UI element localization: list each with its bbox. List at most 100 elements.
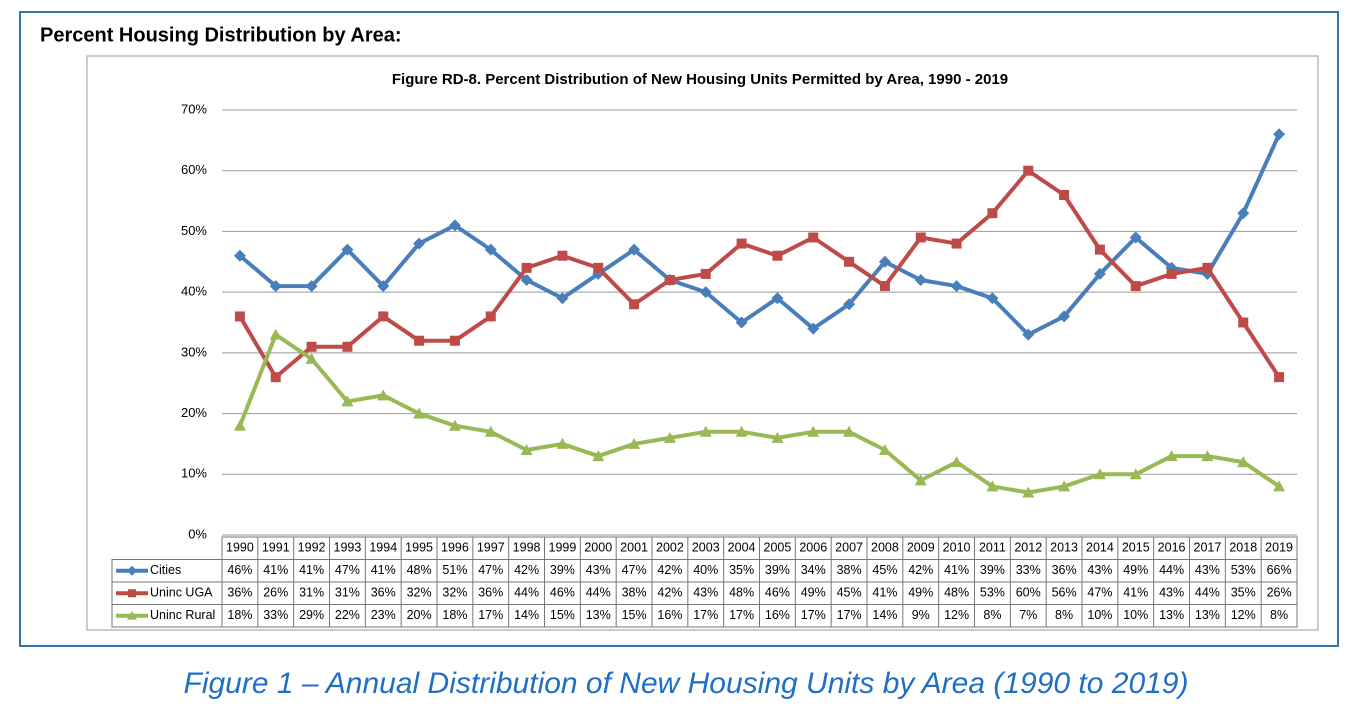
outer-frame [19, 11, 1339, 647]
marker [808, 232, 819, 243]
marker [233, 249, 246, 262]
marker [951, 238, 962, 249]
table-value: 43% [693, 586, 718, 600]
y-tick-label: 20% [181, 405, 207, 420]
marker [736, 238, 747, 249]
table-value: 44% [1159, 563, 1184, 577]
marker [127, 565, 137, 576]
x-tick-label: 2011 [979, 541, 1006, 555]
table-value: 41% [299, 563, 324, 577]
table-value: 8% [983, 608, 1001, 622]
x-tick-label: 2002 [656, 541, 684, 555]
marker [986, 480, 999, 492]
table-value: 16% [765, 608, 790, 622]
table-value: 13% [586, 608, 611, 622]
marker [699, 286, 712, 299]
table-value: 17% [837, 608, 862, 622]
marker [306, 341, 317, 352]
marker [557, 250, 568, 261]
x-tick-label: 1994 [369, 541, 397, 555]
marker [1094, 244, 1105, 255]
table-value: 41% [944, 563, 969, 577]
table-value: 38% [837, 563, 862, 577]
marker [1129, 468, 1142, 480]
table-value: 39% [980, 563, 1005, 577]
table-value: 35% [729, 563, 754, 577]
x-tick-label: 2003 [692, 541, 720, 555]
x-tick-label: 1999 [549, 541, 577, 555]
table-value: 60% [1016, 586, 1041, 600]
marker [735, 425, 748, 437]
marker [1130, 281, 1141, 292]
x-tick-label: 1995 [405, 541, 433, 555]
x-tick-label: 2005 [764, 541, 792, 555]
table-value: 15% [622, 608, 647, 622]
marker [270, 372, 281, 383]
marker [986, 292, 999, 305]
table-value: 49% [1123, 563, 1148, 577]
table-value: 35% [1231, 586, 1256, 600]
marker [1093, 468, 1106, 480]
marker [1022, 486, 1035, 498]
table-value: 44% [586, 586, 611, 600]
table-value: 16% [657, 608, 682, 622]
table-value: 15% [550, 608, 575, 622]
marker [1237, 207, 1250, 220]
marker [556, 437, 569, 449]
y-tick-label: 50% [181, 223, 207, 238]
x-tick-label: 2008 [871, 541, 899, 555]
marker [664, 275, 675, 285]
marker [127, 610, 137, 620]
marker [772, 250, 783, 261]
marker [556, 292, 569, 305]
table-value: 43% [1195, 563, 1220, 577]
marker [915, 232, 926, 243]
marker [663, 431, 676, 443]
table-value: 47% [622, 563, 647, 577]
marker [1129, 231, 1142, 244]
table-value: 41% [1123, 586, 1148, 600]
marker [520, 444, 533, 455]
marker [771, 292, 784, 305]
x-tick-label: 2016 [1158, 541, 1186, 555]
table-value: 13% [1195, 608, 1220, 622]
marker [233, 419, 246, 431]
table-value: 56% [1052, 586, 1077, 600]
marker [378, 311, 389, 322]
table-value: 47% [335, 563, 360, 577]
table-value: 36% [1052, 563, 1077, 577]
caption: Figure 1 – Annual Distribution of New Ho… [184, 667, 1189, 700]
table-value: 53% [1231, 563, 1256, 577]
marker [269, 280, 282, 293]
marker [735, 316, 748, 329]
x-tick-label: 2012 [1014, 541, 1042, 555]
series-line [238, 168, 1281, 380]
x-tick-label: 2007 [835, 541, 863, 555]
table-value: 41% [872, 586, 897, 600]
table-value: 32% [407, 586, 432, 600]
table-value: 18% [227, 608, 252, 622]
marker [950, 280, 963, 293]
marker [269, 328, 282, 340]
table-value: 14% [872, 608, 897, 622]
marker [1058, 480, 1071, 492]
marker [448, 419, 461, 431]
legend-label: Cities [150, 563, 181, 577]
x-tick-label: 1993 [334, 541, 362, 555]
marker [843, 298, 856, 311]
marker [413, 237, 426, 250]
table-value: 39% [765, 563, 790, 577]
table-value: 14% [514, 608, 539, 622]
chart-title: Figure RD-8. Percent Distribution of New… [392, 71, 1008, 88]
x-tick-label: 2015 [1122, 541, 1150, 555]
table-value: 39% [550, 563, 575, 577]
marker [449, 335, 460, 346]
legend-label: Uninc UGA [150, 586, 213, 600]
table-value: 46% [227, 563, 252, 577]
table-value: 43% [1159, 586, 1184, 600]
table-value: 8% [1055, 608, 1073, 622]
table-value: 46% [765, 586, 790, 600]
marker [341, 243, 354, 256]
table-value: 40% [693, 563, 718, 577]
table-value: 23% [371, 608, 396, 622]
